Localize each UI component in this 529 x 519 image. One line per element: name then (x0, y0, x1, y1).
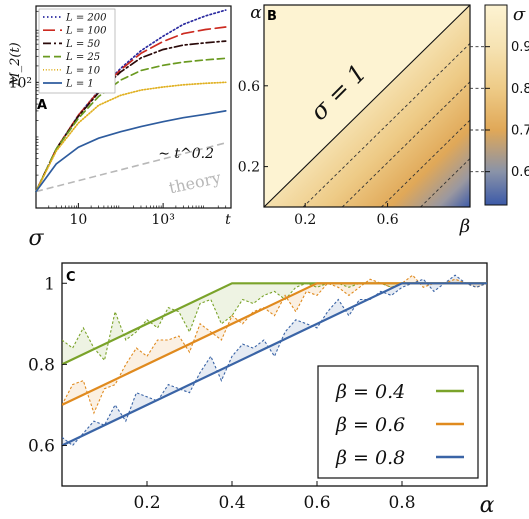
a-legend-label-l-10: L = 10 (65, 65, 101, 76)
c-x-tick-label: 0.8 (388, 493, 415, 513)
theory-line-0-8 (62, 282, 487, 447)
c-y-tick-label: 1 (44, 274, 55, 294)
a-y-tick-label: 10² (9, 75, 32, 91)
panel-b-y-axis-label: α (250, 3, 262, 23)
b-x-tick-label: 0.2 (294, 212, 316, 228)
contour-line-0-9 (302, 43, 470, 207)
c-legend-box (317, 365, 479, 479)
simulation-line-0-4 (62, 282, 487, 362)
c-legend-label-0-4: β = 0.4 (335, 381, 405, 403)
panel-b-frame (263, 4, 471, 208)
contour-line-0-6 (420, 158, 470, 207)
series-line-l-1 (35, 110, 227, 193)
panel-a-legend: L = 200 L = 100 L = 50 L = 25 L = 10 L = 1 (38, 8, 116, 94)
a-x-tick-label: 10 (69, 212, 87, 228)
colorbar-tick-label: 0.8 (511, 82, 529, 97)
deviation-fill-0-4 (62, 283, 487, 365)
panel-b-letter: B (267, 9, 277, 24)
c-legend-label-0-6: β = 0.6 (335, 414, 405, 436)
b-y-tick-label: 0.2 (238, 160, 260, 176)
c-x-tick-label: 0.6 (303, 493, 330, 513)
c-x-tick-label: 0.4 (218, 493, 245, 513)
a-legend-label-l-1: L = 1 (65, 79, 94, 90)
contour-line-0-7 (381, 119, 470, 207)
c-legend-label-0-8: β = 0.8 (335, 447, 405, 469)
a-legend-box (38, 8, 116, 94)
panel-a: 10 10³ 10² L = 200 L = 100 L = 50 L = 25 L = 1… (8, 5, 232, 228)
b-x-tick-label: 0.6 (376, 212, 398, 228)
series-line-l-25 (35, 57, 227, 193)
colorbar-tick-label: 0.9 (511, 40, 529, 55)
colorbar-tick-label: 0.7 (511, 124, 529, 139)
a-legend-label-l-200: L = 200 (65, 13, 107, 24)
c-x-tick-label: 0.2 (133, 493, 160, 513)
colorbar (484, 4, 508, 206)
colorbar-label: σ (513, 4, 526, 25)
simulation-line-0-6 (62, 274, 487, 415)
panel-a-x-axis-label: t (225, 212, 231, 228)
panel-c-letter: C (66, 270, 76, 285)
diagonal-line (264, 5, 470, 207)
panel-c-y-axis-label: σ (28, 226, 44, 251)
a-legend-label-l-100: L = 100 (65, 26, 107, 37)
panel-a-letter: A (37, 98, 47, 113)
series-line-l-10 (35, 81, 227, 193)
panel-b: 0.2 0.60.20.6 σ = 1 α β B 0.90.80.70.6 σ (238, 3, 529, 237)
colorbar-tick-label: 0.6 (511, 165, 529, 180)
simulation-line-0-8 (62, 274, 487, 447)
panel-a-y-axis-label: M_2(t) (8, 42, 23, 86)
panel-c-x-axis-label: α (480, 493, 495, 518)
panel-b-x-axis-label: β (459, 216, 470, 237)
contour-line-0-8 (341, 81, 470, 207)
a-legend-label-l-50: L = 50 (65, 39, 101, 50)
b-y-tick-label: 0.6 (238, 79, 260, 95)
c-y-tick-label: 0.8 (28, 355, 55, 375)
c-y-tick-label: 0.6 (28, 436, 55, 456)
theory-slope-label: ∼ t^0.2 (158, 146, 214, 162)
panel-c-legend: β = 0.4 β = 0.6 β = 0.8 (317, 365, 479, 479)
a-x-tick-label: 10³ (151, 212, 174, 228)
a-legend-label-l-25: L = 25 (65, 52, 100, 63)
panel-c: 0.2 0.4 0.6 0.8 0.6 0.8 1 σ α C β = 0.4 β = 0.6… (28, 226, 495, 518)
